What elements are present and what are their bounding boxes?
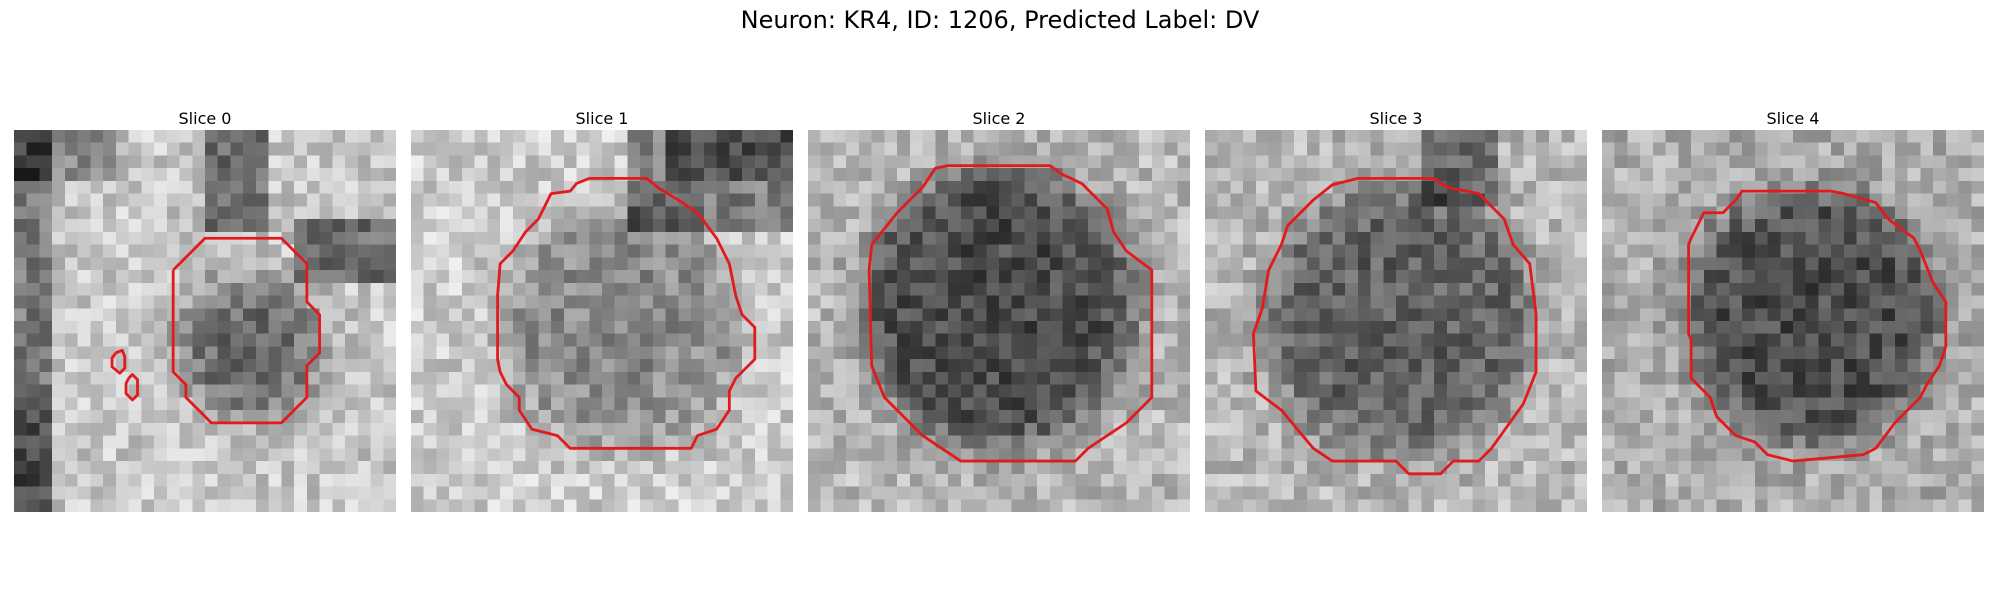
slice-image — [411, 130, 793, 512]
slice-panel-3: Slice 3 — [1205, 108, 1587, 512]
slice-title: Slice 4 — [1766, 109, 1820, 128]
segmentation-contour — [110, 348, 127, 375]
slice-title: Slice 2 — [972, 109, 1026, 128]
slice-title: Slice 3 — [1369, 109, 1423, 128]
slice-panel-4: Slice 4 — [1602, 108, 1984, 512]
segmentation-contour — [1687, 189, 1948, 463]
slice-panel-1: Slice 1 — [411, 108, 793, 512]
slice-panel-0: Slice 0 — [14, 108, 396, 512]
segmentation-contour — [171, 236, 322, 425]
segmentation-contour — [1251, 176, 1538, 476]
slice-image — [808, 130, 1190, 512]
slice-image — [1205, 130, 1587, 512]
segmentation-contour — [124, 373, 139, 402]
slice-image — [14, 130, 396, 512]
slice-image — [1602, 130, 1984, 512]
segmentation-contour — [496, 176, 757, 450]
slice-title: Slice 1 — [575, 109, 629, 128]
slice-panel-2: Slice 2 — [808, 108, 1190, 512]
figure-title: Neuron: KR4, ID: 1206, Predicted Label: … — [740, 6, 1260, 34]
slice-title: Slice 0 — [178, 109, 232, 128]
segmentation-contour — [867, 164, 1154, 463]
